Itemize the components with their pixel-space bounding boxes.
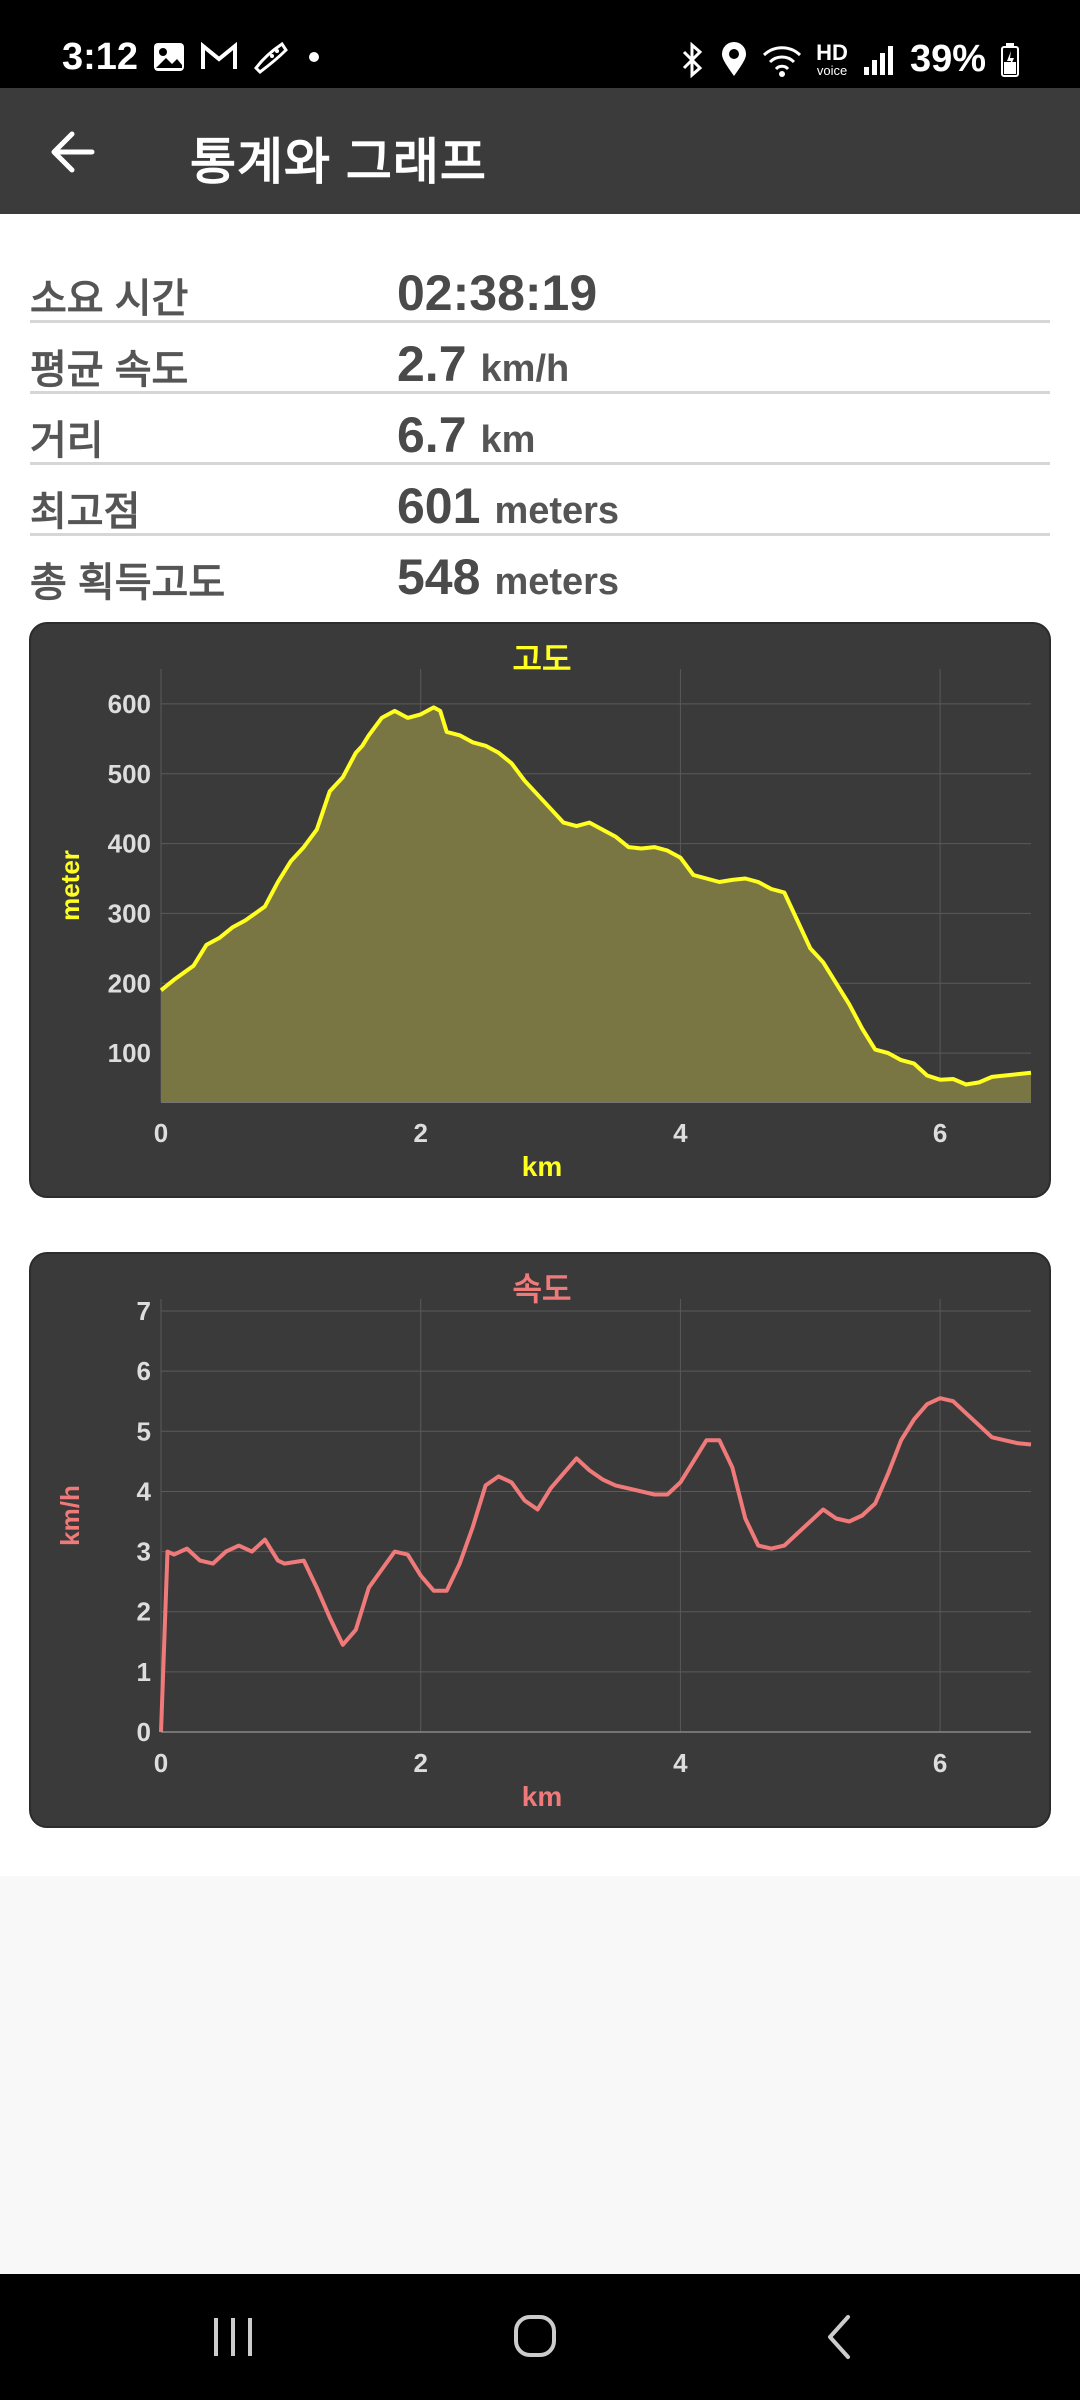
shoe-icon — [252, 40, 290, 74]
stat-value: 548 meters — [397, 548, 619, 606]
chart-title: 고도 — [513, 641, 572, 677]
y-tick-label: 1 — [137, 1657, 151, 1687]
y-tick-label: 300 — [108, 898, 151, 928]
stat-number: 601 — [397, 478, 481, 534]
stat-value: 2.7 km/h — [397, 335, 569, 393]
x-tick-label: 6 — [933, 1118, 947, 1148]
home-icon — [514, 2315, 556, 2357]
y-tick-label: 4 — [137, 1476, 152, 1506]
location-icon — [720, 41, 748, 78]
x-tick-label: 4 — [673, 1748, 688, 1778]
content-area: 소요 시간 02:38:19 평균 속도 2.7 km/h 거리 6.7 km 최고… — [0, 214, 1080, 1876]
chart-title: 속도 — [513, 1271, 572, 1307]
stat-number: 02:38:19 — [397, 265, 598, 321]
signal-icon — [862, 43, 896, 77]
stat-label: 거리 — [30, 419, 104, 463]
x-tick-label: 0 — [154, 1748, 168, 1778]
elevation-line — [159, 705, 1032, 1087]
x-axis-label: km — [522, 1781, 562, 1812]
speed-chart: 0 2 4 6 0 1 2 3 4 5 6 7 속도 km km/h — [29, 1252, 1051, 1828]
navigation-bar — [0, 2274, 1080, 2400]
stat-value: 02:38:19 — [397, 264, 597, 322]
app-bar: 통계와 그래프 — [0, 88, 1080, 214]
stat-unit: meters — [494, 561, 620, 603]
stats-table: 소요 시간 02:38:19 평균 속도 2.7 km/h 거리 6.7 km 최고… — [30, 252, 1050, 607]
stat-row-distance: 거리 6.7 km — [30, 394, 1050, 465]
stat-unit: km — [480, 419, 536, 461]
recent-apps-icon — [214, 2318, 252, 2356]
status-left-icons — [152, 40, 324, 74]
stat-row-avg-speed: 평균 속도 2.7 km/h — [30, 323, 1050, 394]
y-tick-label: 100 — [108, 1038, 151, 1068]
y-tick-label: 600 — [108, 689, 151, 719]
dot-icon — [304, 47, 324, 67]
hd-label: HD — [816, 40, 848, 65]
y-tick-label: 7 — [137, 1296, 151, 1326]
speed-line — [159, 1396, 1032, 1733]
y-tick-label: 400 — [108, 829, 151, 859]
back-button[interactable] — [44, 122, 104, 182]
x-tick-label: 2 — [413, 1118, 427, 1148]
elevation-chart: 0 2 4 6 100 200 300 400 500 600 고도 km meter — [29, 622, 1051, 1198]
recent-apps-button[interactable] — [204, 2312, 264, 2362]
y-axis-label: meter — [55, 850, 85, 921]
arrow-left-icon — [51, 131, 95, 173]
stat-row-highest-point: 최고점 601 meters — [30, 465, 1050, 536]
elevation-area — [161, 707, 1031, 1102]
gallery-icon — [152, 40, 186, 74]
stat-unit: km/h — [480, 348, 570, 390]
stat-number: 548 — [397, 549, 481, 605]
gmail-icon — [200, 42, 238, 72]
y-tick-label: 0 — [137, 1717, 151, 1747]
stat-label: 최고점 — [30, 490, 141, 534]
y-axis-label: km/h — [55, 1485, 85, 1546]
battery-percent: 39% — [909, 38, 986, 80]
hd-voice-icon: HD voice — [816, 40, 848, 78]
status-bar: 3:12 HD voice 39% — [0, 0, 1080, 88]
y-tick-label: 6 — [137, 1356, 151, 1386]
stat-unit: meters — [494, 490, 620, 532]
battery-icon — [1000, 42, 1020, 78]
y-tick-label: 3 — [137, 1537, 151, 1567]
page-title: 통계와 그래프 — [190, 134, 487, 190]
x-tick-label: 2 — [413, 1748, 427, 1778]
stat-number: 2.7 — [397, 336, 467, 392]
home-button[interactable] — [505, 2312, 565, 2362]
y-tick-label: 500 — [108, 759, 151, 789]
bluetooth-icon — [680, 41, 706, 78]
voice-label: voice — [816, 63, 848, 78]
stat-value: 6.7 km — [397, 406, 535, 464]
y-tick-label: 2 — [137, 1597, 151, 1627]
x-axis-label: km — [522, 1151, 562, 1182]
status-time: 3:12 — [62, 36, 139, 78]
status-right-icons: HD voice 39% — [680, 38, 1020, 81]
stat-label: 소요 시간 — [30, 277, 189, 321]
stat-row-elevation-gain: 총 획득고도 548 meters — [30, 536, 1050, 607]
y-tick-label: 5 — [137, 1416, 151, 1446]
back-nav-icon — [828, 2315, 850, 2359]
elevation-chart-svg: 0 2 4 6 100 200 300 400 500 600 고도 km meter — [55, 641, 1032, 1182]
stat-value: 601 meters — [397, 477, 619, 535]
back-nav-button[interactable] — [810, 2312, 870, 2362]
x-tick-label: 4 — [673, 1118, 688, 1148]
stat-label: 총 획득고도 — [30, 561, 226, 605]
stat-row-duration: 소요 시간 02:38:19 — [30, 252, 1050, 323]
x-tick-label: 6 — [933, 1748, 947, 1778]
y-tick-label: 200 — [108, 968, 151, 998]
wifi-icon — [762, 43, 802, 77]
speed-chart-svg: 0 2 4 6 0 1 2 3 4 5 6 7 속도 km km/h — [55, 1271, 1032, 1812]
x-tick-label: 0 — [154, 1118, 168, 1148]
stat-label: 평균 속도 — [30, 348, 189, 392]
stat-number: 6.7 — [397, 407, 467, 463]
